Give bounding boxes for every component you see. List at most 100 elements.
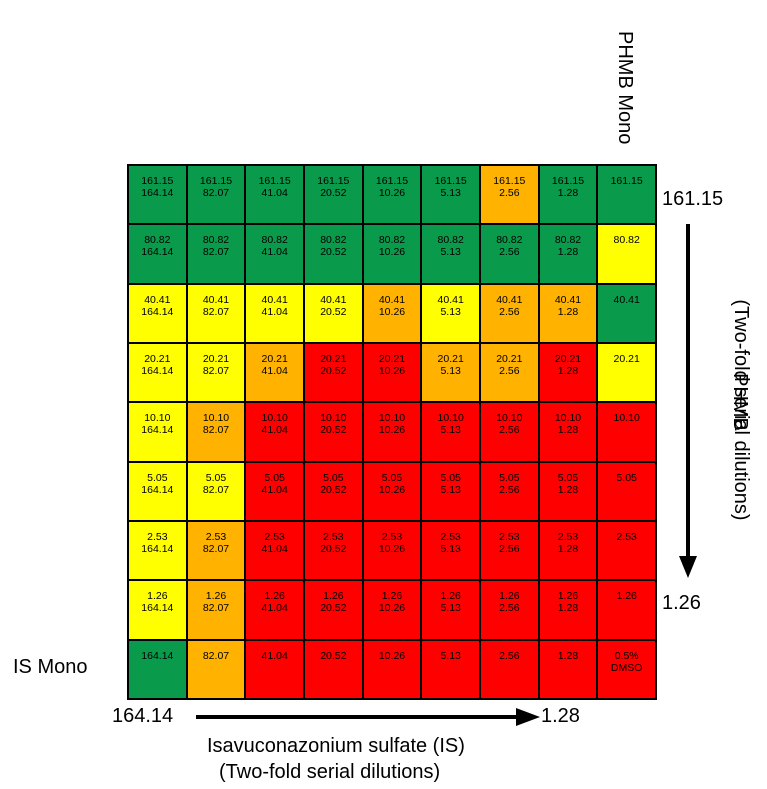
heatmap-cell: 1.26 164.14 — [128, 580, 187, 640]
cell-value: 10.10 — [261, 412, 288, 425]
heatmap-cell: 1.26 1.28 — [538, 580, 598, 640]
cell-value: 1.26 — [557, 590, 579, 603]
heatmap-cell: 5.05 20.52 — [304, 461, 363, 521]
cell-value: 20.52 — [320, 246, 347, 259]
cell-value: 2.53 — [264, 530, 285, 543]
heatmap-cell: 1.26 82.07 — [186, 580, 246, 640]
cell-value: 5.05 — [147, 471, 168, 484]
cell-value: 161.15 — [258, 175, 291, 187]
cell-value: 161.15 — [551, 175, 585, 187]
cell-value: 2.56 — [499, 424, 520, 437]
cell-value: 1.28 — [557, 364, 579, 377]
heatmap-cell: 40.41 41.04 — [245, 283, 304, 343]
checkerboard-heatmap: 161.15 164.14 161.15 82.07 161.15 41.04 161.15… — [127, 164, 657, 700]
heatmap-cell: 2.53 — [597, 520, 656, 581]
cell-value: 82.07 — [202, 542, 230, 555]
cell-value: 164.14 — [141, 364, 174, 377]
cell-value: 5.05 — [323, 471, 344, 484]
cell-value: 20.52 — [320, 542, 347, 555]
heatmap-cell: 40.41 2.56 — [480, 283, 539, 343]
heatmap-cell: 161.15 2.56 — [480, 165, 539, 225]
heatmap-cell: 10.10 — [597, 402, 656, 462]
cell-value: 2.56 — [499, 305, 520, 318]
cell-value: 20.52 — [320, 305, 347, 318]
heatmap-cell: 2.53 41.04 — [245, 520, 304, 581]
heatmap-cell: 20.52 — [304, 639, 363, 699]
heatmap-cell: 5.05 5.13 — [421, 461, 480, 521]
cell-value: 161.15 — [375, 175, 409, 187]
cell-value: 5.13 — [440, 305, 461, 318]
heatmap-cell: 161.15 82.07 — [186, 165, 246, 225]
heatmap-cell: 80.82 10.26 — [362, 224, 422, 284]
cell-value: 5.05 — [381, 471, 403, 484]
cell-value: 82.07 — [202, 187, 230, 199]
cell-value: 161.15 — [317, 175, 350, 187]
cell-value: 1.26 — [499, 590, 520, 603]
cell-value: 1.28 — [557, 246, 579, 259]
heatmap-cell: 80.82 5.13 — [421, 224, 480, 284]
heatmap-cell: 10.10 10.26 — [362, 402, 422, 462]
cell-value: 164.14 — [141, 602, 174, 615]
heatmap-cell: 80.82 164.14 — [128, 224, 187, 284]
cell-value: 1.26 — [616, 590, 637, 603]
cell-value: 80.82 — [437, 234, 464, 247]
heatmap-cell: 20.21 10.26 — [362, 342, 422, 403]
heatmap-cell: 5.05 41.04 — [245, 461, 304, 521]
cell-value: 161.15 — [434, 175, 467, 187]
cell-value: 41.04 — [261, 483, 288, 496]
cell-value: 41.04 — [261, 542, 288, 555]
heatmap-cell: 40.41 10.26 — [362, 283, 422, 343]
cell-value: 5.05 — [499, 471, 520, 484]
cell-value: 41.04 — [261, 424, 288, 437]
cell-value: 20.52 — [320, 483, 347, 496]
heatmap-cell: 2.56 — [480, 639, 539, 699]
cell-value: 2.56 — [499, 602, 520, 615]
cell-value: 5.05 — [557, 471, 579, 484]
heatmap-cell: 80.82 82.07 — [186, 224, 246, 284]
heatmap-cell: 1.26 20.52 — [304, 580, 363, 640]
x-direction-arrow-head — [516, 708, 540, 726]
heatmap-cell: 20.21 82.07 — [186, 342, 246, 403]
x-axis-subtitle: (Two-fold serial dilutions) — [219, 761, 441, 783]
cell-value: 10.26 — [378, 305, 406, 318]
cell-value: 10.10 — [554, 412, 582, 425]
cell-value: 41.04 — [261, 364, 288, 377]
cell-value: 41.04 — [261, 649, 288, 662]
cell-value: 80.82 — [554, 234, 582, 247]
cell-value: 10.26 — [378, 542, 406, 555]
heatmap-cell: 41.04 — [245, 639, 304, 699]
heatmap-cell: 20.21 164.14 — [128, 342, 187, 403]
cell-value: 20.52 — [320, 187, 347, 199]
heatmap-cell: 40.41 164.14 — [128, 283, 187, 343]
cell-value: 2.53 — [205, 530, 227, 543]
cell-value: 80.82 — [202, 234, 230, 247]
cell-value: 161.15 — [493, 175, 526, 187]
cell-value: 2.53 — [499, 530, 520, 543]
heatmap-cell: 40.41 — [597, 283, 656, 343]
heatmap-cell: 40.41 20.52 — [304, 283, 363, 343]
cell-value: 2.56 — [499, 364, 520, 377]
cell-value: 5.13 — [440, 424, 461, 437]
heatmap-cell: 5.13 — [421, 639, 480, 699]
cell-value: 1.26 — [323, 590, 344, 603]
heatmap-cell: 5.05 10.26 — [362, 461, 422, 521]
heatmap-cell: 80.82 2.56 — [480, 224, 539, 284]
heatmap-cell: 2.53 10.26 — [362, 520, 422, 581]
cell-value: 82.07 — [202, 305, 230, 318]
x-axis-title: Isavuconazonium sulfate (IS) — [207, 735, 465, 757]
heatmap-cell: 161.15 10.26 — [362, 165, 422, 225]
heatmap-cell: 161.15 20.52 — [304, 165, 363, 225]
cell-value: 164.14 — [141, 483, 174, 496]
heatmap-cell: 5.05 82.07 — [186, 461, 246, 521]
cell-value: 10.10 — [378, 412, 406, 425]
cell-value: 161.15 — [141, 175, 174, 187]
cell-value: 10.10 — [202, 412, 230, 425]
cell-value: 20.52 — [320, 602, 347, 615]
cell-value: 164.14 — [141, 424, 174, 437]
cell-value: 5.13 — [440, 602, 461, 615]
heatmap-cell: 10.10 82.07 — [186, 402, 246, 462]
cell-value: 5.05 — [264, 471, 285, 484]
cell-value: 10.10 — [496, 412, 523, 425]
cell-value: 40.41 — [613, 293, 640, 306]
x-axis-right-value: 1.28 — [541, 705, 580, 727]
